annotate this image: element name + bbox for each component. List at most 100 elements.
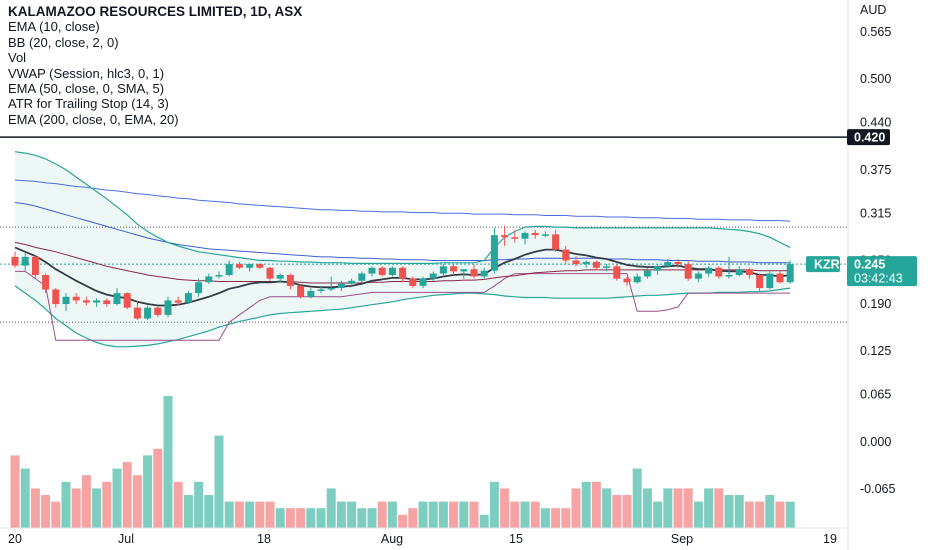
volume-bar: [102, 481, 112, 528]
volume-bar: [765, 495, 775, 528]
time-tick-label: 15: [509, 532, 523, 546]
candle: [766, 271, 774, 290]
volume-bar: [479, 514, 489, 528]
candle: [705, 266, 713, 277]
volume-bar: [744, 501, 754, 528]
candle: [297, 284, 305, 299]
candle: [52, 288, 60, 308]
candle-body: [674, 261, 682, 265]
volume-bar: [153, 448, 163, 528]
candle-body: [154, 307, 162, 315]
indicator-atr-label[interactable]: ATR for Trailing Stop (14, 3): [8, 96, 169, 112]
volume-bar: [683, 488, 693, 528]
volume-bar: [632, 468, 642, 528]
volume-bar: [255, 501, 265, 528]
candle-body: [572, 260, 580, 265]
time-tick-label: Sep: [671, 532, 693, 546]
volume-bar: [704, 488, 714, 528]
volume-bar: [469, 501, 479, 528]
volume-bar: [347, 501, 357, 528]
volume-bar: [581, 481, 591, 528]
candle-body: [409, 278, 417, 286]
volume-bar: [163, 396, 173, 528]
indicator-ema50-label[interactable]: EMA (50, close, 0, SMA, 5): [8, 81, 165, 97]
candle-body: [766, 273, 774, 289]
volume-bar: [418, 501, 428, 528]
horizontal-line-badge: [847, 129, 890, 146]
volume-bar: [234, 501, 244, 528]
volume-bar: [316, 508, 326, 528]
candle-body: [745, 269, 753, 276]
candle: [164, 296, 172, 318]
candle-body: [521, 232, 529, 239]
candle: [21, 253, 29, 272]
price-tick-label: 0.440: [860, 116, 891, 130]
indicator-bb-label[interactable]: BB (20, close, 2, 0): [8, 34, 119, 50]
volume-bar: [622, 495, 632, 528]
ema200-line: [14, 202, 791, 264]
volume-bar: [602, 488, 612, 528]
candle: [256, 263, 264, 270]
volume-bar: [591, 481, 601, 528]
horizontal-line-price: 0.420: [854, 131, 885, 145]
time-axis[interactable]: 20 Jul 18 Aug 15 Sep 19: [0, 527, 848, 546]
candle-body: [42, 275, 50, 290]
volume-bar: [41, 495, 51, 528]
candle: [735, 266, 743, 277]
candle: [450, 264, 458, 276]
volume-bar: [194, 481, 204, 528]
currency-label: AUD: [860, 3, 886, 17]
candle-body: [184, 293, 192, 303]
volume-bar: [132, 475, 142, 528]
candle-body: [195, 282, 203, 294]
candle: [531, 230, 539, 239]
indicator-ema200-label[interactable]: EMA (200, close, 0, EMA, 20): [8, 111, 179, 127]
candle-body: [256, 264, 264, 268]
candle: [572, 256, 580, 267]
candle-body: [358, 273, 366, 281]
volume-bar: [245, 501, 255, 528]
volume-bar: [336, 501, 346, 528]
candle: [62, 293, 70, 312]
volume-bar: [612, 495, 622, 528]
chart-legend: KALAMAZOO RESOURCES LIMITED, 1D, ASX EMA…: [8, 4, 302, 127]
volume-bar: [540, 508, 550, 528]
candle: [205, 273, 213, 284]
volume-pane: [10, 396, 795, 528]
volume-bar: [663, 488, 673, 528]
volume-bar: [398, 514, 408, 528]
volume-bar: [438, 501, 448, 528]
candle-body: [297, 285, 305, 297]
candle: [715, 266, 723, 279]
candle-body: [725, 275, 733, 277]
candle: [776, 271, 784, 284]
candle: [348, 278, 356, 286]
candle: [694, 271, 702, 283]
candle-body: [388, 267, 396, 276]
candle-body: [72, 296, 80, 301]
candle-body: [399, 267, 407, 279]
candle: [480, 267, 488, 279]
candle-body: [52, 289, 60, 305]
indicator-ema10-label[interactable]: EMA (10, close): [8, 19, 100, 35]
price-pane[interactable]: [0, 0, 848, 528]
candle-body: [490, 235, 498, 271]
candle: [378, 266, 386, 277]
volume-bar: [357, 508, 367, 528]
volume-bar: [285, 508, 295, 528]
candle-body: [205, 276, 213, 283]
indicator-vol-label[interactable]: Vol: [8, 50, 27, 66]
candle-body: [511, 237, 519, 239]
candle: [419, 276, 427, 289]
candle: [286, 273, 294, 290]
candle: [521, 231, 529, 245]
candle-body: [123, 293, 131, 308]
candle-body: [623, 278, 631, 283]
candle: [246, 263, 254, 272]
price-tick-label: -0.065: [860, 482, 895, 496]
candle: [470, 264, 478, 279]
volume-bar: [51, 501, 61, 528]
price-axis[interactable]: AUD0.5650.5000.4400.3750.3150.2500.1900.…: [847, 0, 917, 550]
indicator-vwap-label[interactable]: VWAP (Session, hlc3, 0, 1): [8, 65, 165, 81]
